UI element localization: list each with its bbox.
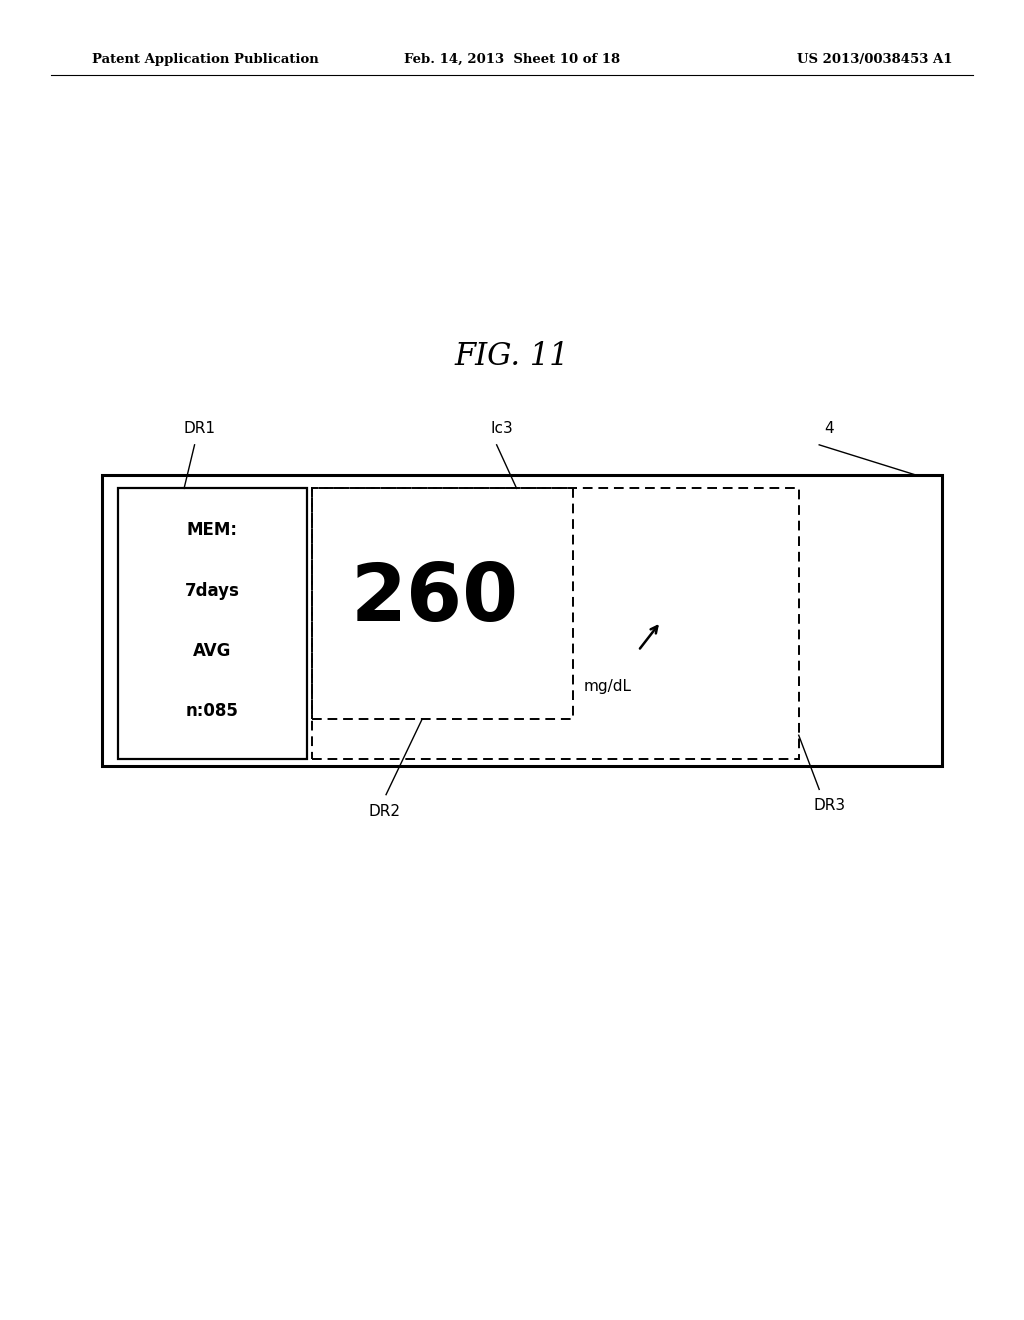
Text: Feb. 14, 2013  Sheet 10 of 18: Feb. 14, 2013 Sheet 10 of 18 [403,53,621,66]
Text: DR1: DR1 [183,421,216,437]
Text: US 2013/0038453 A1: US 2013/0038453 A1 [797,53,952,66]
Text: mg/dL: mg/dL [584,678,632,694]
Text: Ic3: Ic3 [490,421,513,437]
Text: n:085: n:085 [186,702,239,719]
Text: DR2: DR2 [368,804,400,820]
Text: FIG. 11: FIG. 11 [455,341,569,372]
Text: Patent Application Publication: Patent Application Publication [92,53,318,66]
Bar [102,475,942,766]
Text: 7days: 7days [185,582,240,599]
Bar [118,488,307,759]
Text: 4: 4 [824,421,835,437]
Bar [312,488,573,719]
Text: DR3: DR3 [813,797,846,813]
Text: 260: 260 [351,560,519,639]
Text: MEM:: MEM: [187,521,238,540]
Bar [312,488,799,759]
Text: AVG: AVG [194,642,231,660]
